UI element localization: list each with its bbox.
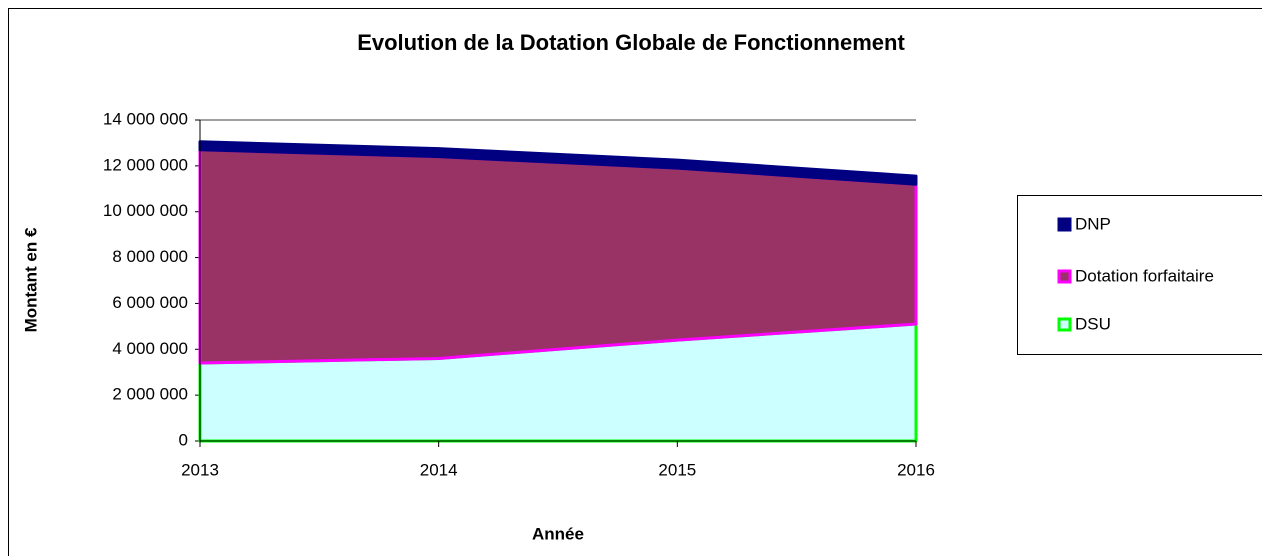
y-tick-label: 6 000 000 <box>112 293 188 312</box>
x-axis-label: Année <box>532 524 584 543</box>
y-tick-label: 8 000 000 <box>112 247 188 266</box>
legend-swatch <box>1057 269 1072 284</box>
area <box>198 140 918 186</box>
chart-title: Evolution de la Dotation Globale de Fonc… <box>357 30 905 55</box>
area <box>198 148 918 365</box>
y-tick-label: 14 000 000 <box>103 109 188 128</box>
x-tick-label: 2016 <box>897 460 935 479</box>
legend-swatch <box>1057 217 1072 232</box>
x-tick-label: 2013 <box>181 460 219 479</box>
x-tick-label: 2014 <box>420 460 458 479</box>
y-tick-label: 10 000 000 <box>103 201 188 220</box>
legend-swatch <box>1057 317 1072 332</box>
legend-label: DNP <box>1075 214 1111 233</box>
y-axis-label: Montant en € <box>21 227 40 332</box>
y-tick-label: 4 000 000 <box>112 339 188 358</box>
legend-label: Dotation forfaitaire <box>1075 266 1214 285</box>
y-tick-label: 12 000 000 <box>103 155 188 174</box>
y-tick-label: 2 000 000 <box>112 385 188 404</box>
x-tick-label: 2015 <box>658 460 696 479</box>
legend-label: DSU <box>1075 314 1111 333</box>
y-tick-label: 0 <box>179 430 188 449</box>
